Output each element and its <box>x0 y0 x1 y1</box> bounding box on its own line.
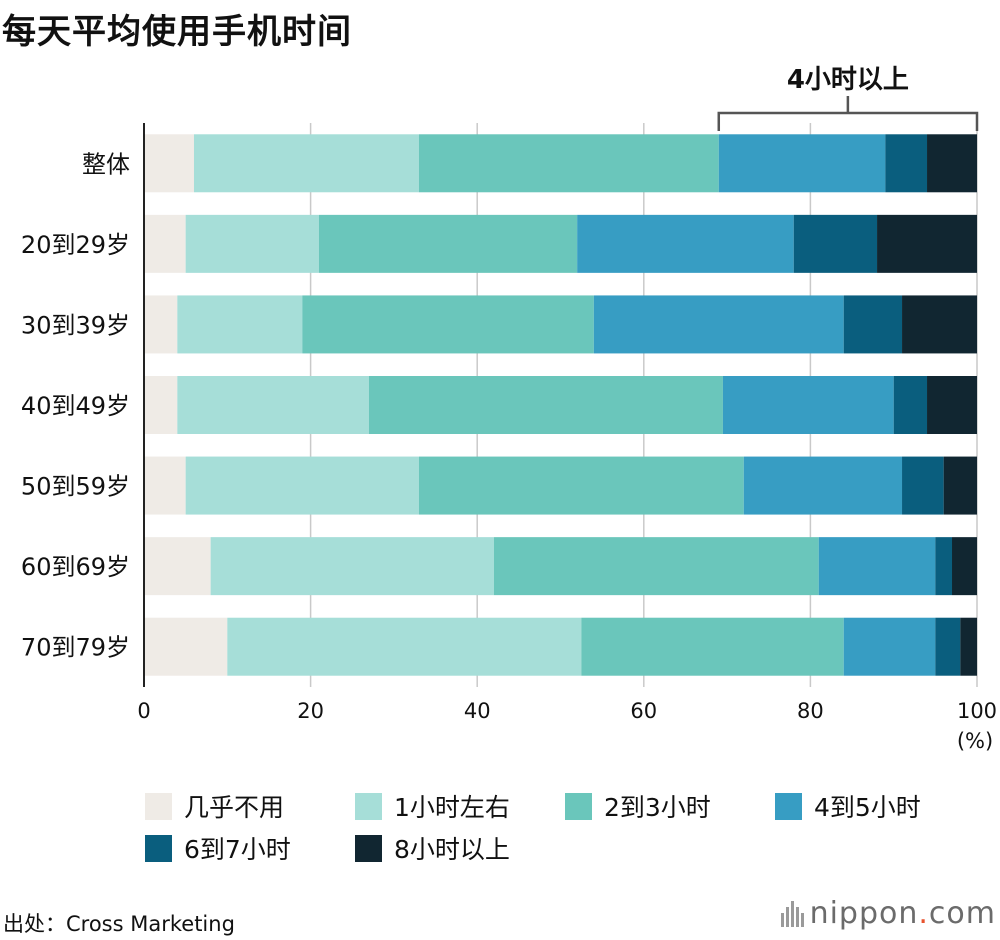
brand-logo: nippon. com <box>780 896 996 931</box>
bar-segment <box>368 376 723 434</box>
annotation-bracket <box>717 96 979 131</box>
bar-segment <box>902 456 944 515</box>
bar-segment <box>722 376 894 434</box>
brand-mark-icon <box>780 900 804 927</box>
bar-segment <box>418 456 744 515</box>
bar-segment <box>318 214 578 273</box>
bar-segment <box>927 376 977 434</box>
bar-segment <box>927 134 977 193</box>
stacked-bar-chart: 0 20 40 60 80 100 (%) 整体 20到29岁 30到39岁 40到49岁 50到59… <box>21 65 997 753</box>
x-tick-label: 0 <box>137 699 150 723</box>
brand-name: nippon <box>809 896 919 931</box>
legend-swatch <box>145 834 172 862</box>
brand-suffix: com <box>928 896 996 931</box>
legend-swatch <box>775 792 802 820</box>
bar-segment <box>577 214 794 273</box>
bar-segment <box>144 134 194 193</box>
bar-segment <box>144 617 228 676</box>
bar-segment <box>718 134 886 193</box>
bar-segment <box>935 537 953 596</box>
bar-segment <box>177 376 369 434</box>
category-label: 整体 <box>82 150 130 178</box>
annotation-label: 4小时以上 <box>787 65 909 95</box>
bar-segment <box>210 537 494 596</box>
bar-segment <box>144 537 211 596</box>
legend-item: 2到3小时 <box>565 788 775 824</box>
bar-segment <box>177 295 303 354</box>
bar-segment <box>818 537 936 596</box>
bar-segment <box>935 617 961 676</box>
x-tick-label: 100 <box>957 699 997 723</box>
legend-label: 1小时左右 <box>394 793 510 822</box>
bar-segment <box>743 456 903 515</box>
legend-label: 2到3小时 <box>604 793 711 822</box>
bar-segment <box>185 214 319 273</box>
legend-swatch <box>355 834 382 862</box>
legend-item: 几乎不用 <box>145 788 355 824</box>
x-tick-label: 80 <box>797 699 824 723</box>
legend-label: 6到7小时 <box>184 835 291 864</box>
category-label: 50到59岁 <box>21 473 130 501</box>
x-tick-label: 20 <box>297 699 324 723</box>
bar-segment <box>943 456 977 515</box>
bar-segment <box>493 537 819 596</box>
bar-segment <box>885 134 928 193</box>
bar-segment <box>902 295 977 354</box>
category-label: 70到79岁 <box>21 634 130 662</box>
bar-segment <box>193 134 419 193</box>
bar-segment <box>144 295 178 354</box>
legend-label: 4到5小时 <box>814 793 921 822</box>
legend-item: 6到7小时 <box>145 830 355 866</box>
bar-segment <box>302 295 594 354</box>
category-label: 60到69岁 <box>21 553 130 581</box>
category-label: 30到39岁 <box>21 311 130 339</box>
category-label: 40到49岁 <box>21 392 130 420</box>
x-axis-unit-label: (%) <box>957 729 993 753</box>
bar-segment <box>793 214 878 273</box>
bar-segment <box>893 376 928 434</box>
bar-segment <box>185 456 419 515</box>
source-note: 出处：Cross Marketing <box>3 912 235 936</box>
legend-item: 4到5小时 <box>775 788 985 824</box>
bar-segment <box>418 134 719 193</box>
bar-segment <box>227 617 582 676</box>
brand-dot: . <box>918 896 929 931</box>
bar-segment <box>960 617 977 676</box>
legend-swatch <box>145 792 172 820</box>
category-label: 20到29岁 <box>21 231 130 259</box>
bar-segment <box>144 376 178 434</box>
legend-item: 1小时左右 <box>355 788 565 824</box>
legend-item: 8小时以上 <box>355 830 565 866</box>
bar-segment <box>843 295 903 354</box>
annotation-layer: 4小时以上 <box>717 65 979 131</box>
bar-segment <box>843 617 936 676</box>
legend-swatch <box>565 792 592 820</box>
legend-swatch <box>355 792 382 820</box>
bar-segment <box>581 617 844 676</box>
x-tick-label: 40 <box>464 699 491 723</box>
legend-label: 几乎不用 <box>184 793 285 822</box>
bar-layer <box>144 134 977 676</box>
bar-segment <box>144 456 186 515</box>
axis-layer: 0 20 40 60 80 100 (%) 整体 20到29岁 30到39岁 40到49岁 50到59… <box>21 123 997 753</box>
chart-title: 每天平均使用手机时间 <box>2 12 352 52</box>
bar-segment <box>144 214 186 273</box>
legend: 几乎不用 1小时左右 2到3小时 4到5小时 6到7小时 8小时以上 <box>145 788 985 866</box>
bar-segment <box>952 537 977 596</box>
bar-segment <box>877 214 977 273</box>
legend-label: 8小时以上 <box>394 835 510 864</box>
bar-segment <box>593 295 844 354</box>
x-tick-label: 60 <box>630 699 657 723</box>
